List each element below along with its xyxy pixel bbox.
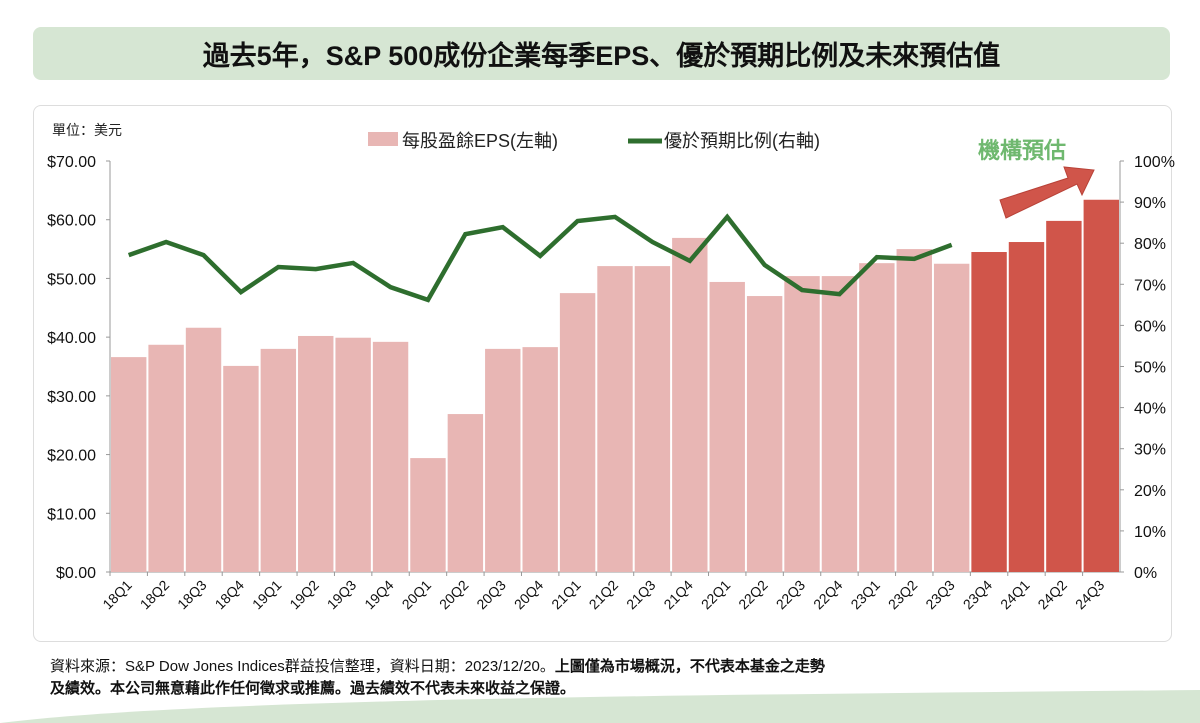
right-tick-label: 90% — [1134, 195, 1166, 212]
bar-24Q2 — [1046, 220, 1082, 573]
x-tick-label: 19Q2 — [286, 577, 322, 613]
x-tick-label: 24Q3 — [1072, 577, 1108, 613]
legend: 每股盈餘EPS(左軸) 優於預期比例(右軸) — [368, 131, 820, 151]
x-tick-label: 22Q1 — [698, 577, 734, 613]
right-tick-label: 60% — [1134, 318, 1166, 335]
bar-22Q1 — [709, 281, 745, 572]
x-tick-label: 21Q3 — [623, 577, 659, 613]
left-tick-label: $30.00 — [47, 389, 96, 406]
x-tick-label: 21Q4 — [660, 577, 696, 613]
forecast-arrow — [999, 166, 1095, 219]
x-tick-label: 20Q1 — [399, 577, 435, 613]
bar-23Q2 — [896, 249, 932, 573]
x-tick-label: 21Q2 — [586, 577, 622, 613]
x-tick-label: 22Q2 — [735, 577, 771, 613]
decorative-wave — [0, 690, 1200, 723]
legend-label-eps: 每股盈餘EPS(左軸) — [402, 131, 558, 151]
x-tick-label: 19Q4 — [361, 577, 397, 613]
right-tick-label: 30% — [1134, 442, 1166, 459]
bar-21Q1 — [559, 293, 596, 572]
bar-24Q3 — [1083, 199, 1119, 572]
x-tick-label: 21Q1 — [548, 577, 584, 613]
bar-18Q4 — [223, 365, 259, 572]
bar-20Q4 — [522, 347, 558, 572]
x-tick-label: 19Q3 — [324, 577, 360, 613]
bar-23Q3 — [933, 263, 970, 572]
left-tick-label: $10.00 — [47, 506, 96, 523]
left-tick-label: $0.00 — [56, 565, 96, 582]
bar-20Q1 — [410, 458, 446, 572]
bar-22Q4 — [821, 276, 858, 572]
bar-19Q2 — [298, 335, 334, 572]
right-tick-label: 100% — [1134, 154, 1175, 171]
x-tick-label: 23Q3 — [922, 577, 958, 613]
right-tick-label: 70% — [1134, 277, 1166, 294]
x-tick-label: 24Q2 — [1034, 577, 1070, 613]
footer-disclaimer-1: 上圖僅為市場概況，不代表本基金之走勢 — [554, 658, 825, 675]
bar-18Q3 — [185, 327, 222, 572]
x-tick-label: 23Q1 — [847, 577, 883, 613]
bar-21Q2 — [597, 266, 633, 572]
x-tick-label: 23Q4 — [960, 577, 996, 613]
left-tick-label: $50.00 — [47, 271, 96, 288]
bar-18Q1 — [111, 357, 147, 572]
x-tick-label: 18Q2 — [137, 577, 173, 613]
x-tick-label: 24Q1 — [997, 577, 1033, 613]
bar-23Q4 — [971, 252, 1007, 572]
bar-20Q2 — [447, 414, 484, 572]
right-tick-label: 50% — [1134, 360, 1166, 377]
bar-20Q3 — [485, 348, 521, 572]
bar-24Q1 — [1008, 242, 1045, 573]
left-tick-label: $40.00 — [47, 330, 96, 347]
x-tick-label: 20Q4 — [511, 577, 547, 613]
legend-swatch-eps — [368, 132, 398, 146]
x-tick-label: 22Q4 — [810, 577, 846, 613]
bar-19Q1 — [260, 348, 297, 572]
x-tick-label: 23Q2 — [885, 577, 921, 613]
x-tick-label: 18Q1 — [99, 577, 135, 613]
x-tick-label: 20Q2 — [436, 577, 472, 613]
bar-23Q1 — [859, 263, 895, 572]
footer-note: 資料來源：S&P Dow Jones Indices群益投信整理，資料日期：20… — [50, 656, 825, 700]
bar-19Q3 — [335, 337, 371, 572]
x-tick-label: 22Q3 — [773, 577, 809, 613]
right-tick-label: 0% — [1134, 565, 1157, 582]
footer-source: 資料來源：S&P Dow Jones Indices群益投信整理，資料日期：20… — [50, 658, 555, 675]
left-tick-label: $70.00 — [47, 154, 96, 171]
legend-label-beat: 優於預期比例(右軸) — [664, 131, 820, 151]
left-tick-label: $60.00 — [47, 213, 96, 230]
bar-22Q3 — [784, 276, 820, 572]
unit-label: 單位：美元 — [52, 122, 122, 138]
footer-disclaimer-2: 及績效。本公司無意藉此作任何徵求或推薦。過去績效不代表未來收益之保證。 — [50, 680, 576, 697]
right-tick-label: 80% — [1134, 236, 1166, 253]
x-tick-label: 20Q3 — [473, 577, 509, 613]
right-tick-label: 10% — [1134, 524, 1166, 541]
x-tick-label: 18Q4 — [212, 577, 248, 613]
x-tick-label: 19Q1 — [249, 577, 285, 613]
chart-title: 過去5年，S&P 500成份企業每季EPS、優於預期比例及未來預估值 — [202, 41, 1001, 71]
bar-18Q2 — [148, 344, 184, 572]
bar-19Q4 — [372, 341, 409, 572]
right-tick-label: 40% — [1134, 401, 1166, 418]
bar-22Q2 — [746, 296, 783, 572]
bar-21Q4 — [672, 237, 708, 572]
left-tick-label: $20.00 — [47, 448, 96, 465]
bar-21Q3 — [634, 266, 671, 572]
right-tick-label: 20% — [1134, 483, 1166, 500]
forecast-label: 機構預估 — [978, 138, 1066, 163]
title-banner: 過去5年，S&P 500成份企業每季EPS、優於預期比例及未來預估值 — [33, 27, 1170, 80]
x-tick-label: 18Q3 — [174, 577, 210, 613]
